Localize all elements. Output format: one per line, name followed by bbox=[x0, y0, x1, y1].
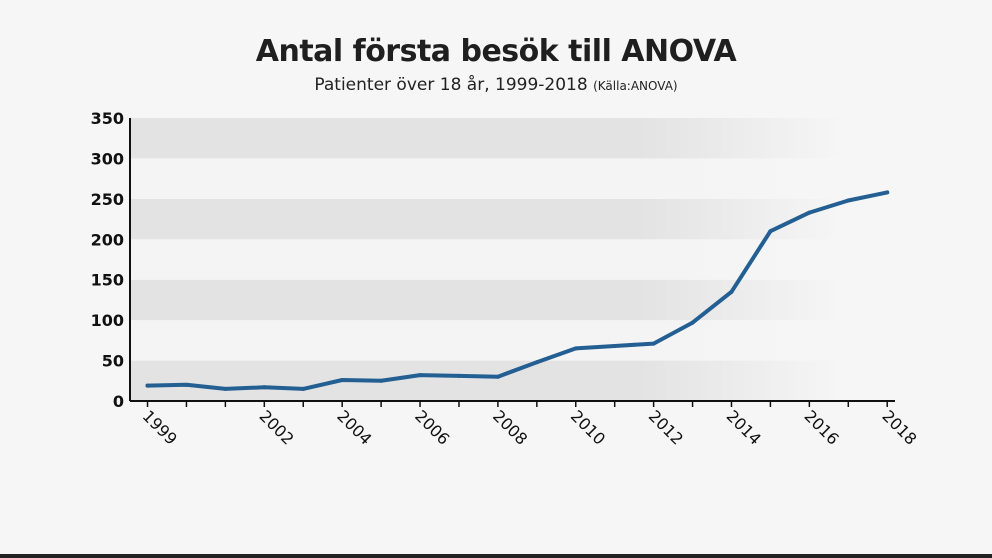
data-point bbox=[418, 373, 423, 378]
data-point bbox=[495, 374, 500, 379]
data-point bbox=[301, 386, 306, 391]
y-tick-label: 0 bbox=[113, 392, 124, 411]
x-axis-ticks: 1999 2002 2004 2006 2008 2010 2012 2014 2016 2018 bbox=[139, 401, 921, 449]
data-point bbox=[262, 385, 267, 390]
y-tick-label: 200 bbox=[91, 230, 124, 249]
y-tick-label: 150 bbox=[91, 271, 124, 290]
data-point bbox=[729, 289, 734, 294]
x-tick-label: 2016 bbox=[801, 406, 843, 448]
x-tick-label: 2004 bbox=[333, 406, 375, 448]
source-note: (Källa:ANOVA) bbox=[593, 79, 678, 93]
data-point bbox=[379, 378, 384, 383]
chart-title: Antal första besök till ANOVA bbox=[255, 34, 737, 69]
data-point bbox=[768, 229, 773, 234]
x-tick-label: 2012 bbox=[645, 406, 687, 448]
data-point bbox=[340, 377, 345, 382]
data-point bbox=[456, 373, 461, 378]
data-point bbox=[690, 320, 695, 325]
y-tick-label: 100 bbox=[91, 311, 124, 330]
y-axis-ticks: 0 50 100 150 200 250 300 350 bbox=[91, 109, 124, 411]
axes bbox=[129, 118, 895, 402]
bottom-edge-bar bbox=[0, 554, 992, 558]
x-tick-label: 2014 bbox=[723, 406, 765, 448]
x-tick-label: 2018 bbox=[878, 406, 920, 448]
band-fade bbox=[640, 118, 845, 401]
y-tick-label: 350 bbox=[91, 109, 124, 128]
data-point bbox=[885, 190, 890, 195]
data-point bbox=[223, 386, 228, 391]
x-tick-label: 2008 bbox=[489, 406, 531, 448]
data-point bbox=[651, 341, 656, 346]
y-tick-label: 250 bbox=[91, 190, 124, 209]
subtitle-text: Patienter över 18 år, 1999-2018 bbox=[314, 75, 588, 95]
data-point bbox=[184, 382, 189, 387]
data-point bbox=[612, 344, 617, 349]
y-tick-label: 50 bbox=[102, 352, 124, 371]
series-line bbox=[145, 190, 890, 391]
data-point bbox=[807, 210, 812, 215]
series-layer bbox=[145, 190, 890, 391]
data-point bbox=[534, 360, 539, 365]
x-tick-label: 1999 bbox=[139, 406, 181, 448]
x-tick-label: 2002 bbox=[255, 406, 297, 448]
data-point bbox=[573, 346, 578, 351]
data-point bbox=[846, 198, 851, 203]
y-tick-label: 300 bbox=[91, 149, 124, 168]
x-tick-label: 2006 bbox=[411, 406, 453, 448]
x-tick-label: 2010 bbox=[567, 406, 609, 448]
chart-subtitle: Patienter över 18 år, 1999-2018 (Källa:A… bbox=[0, 75, 992, 95]
data-point bbox=[145, 383, 150, 388]
